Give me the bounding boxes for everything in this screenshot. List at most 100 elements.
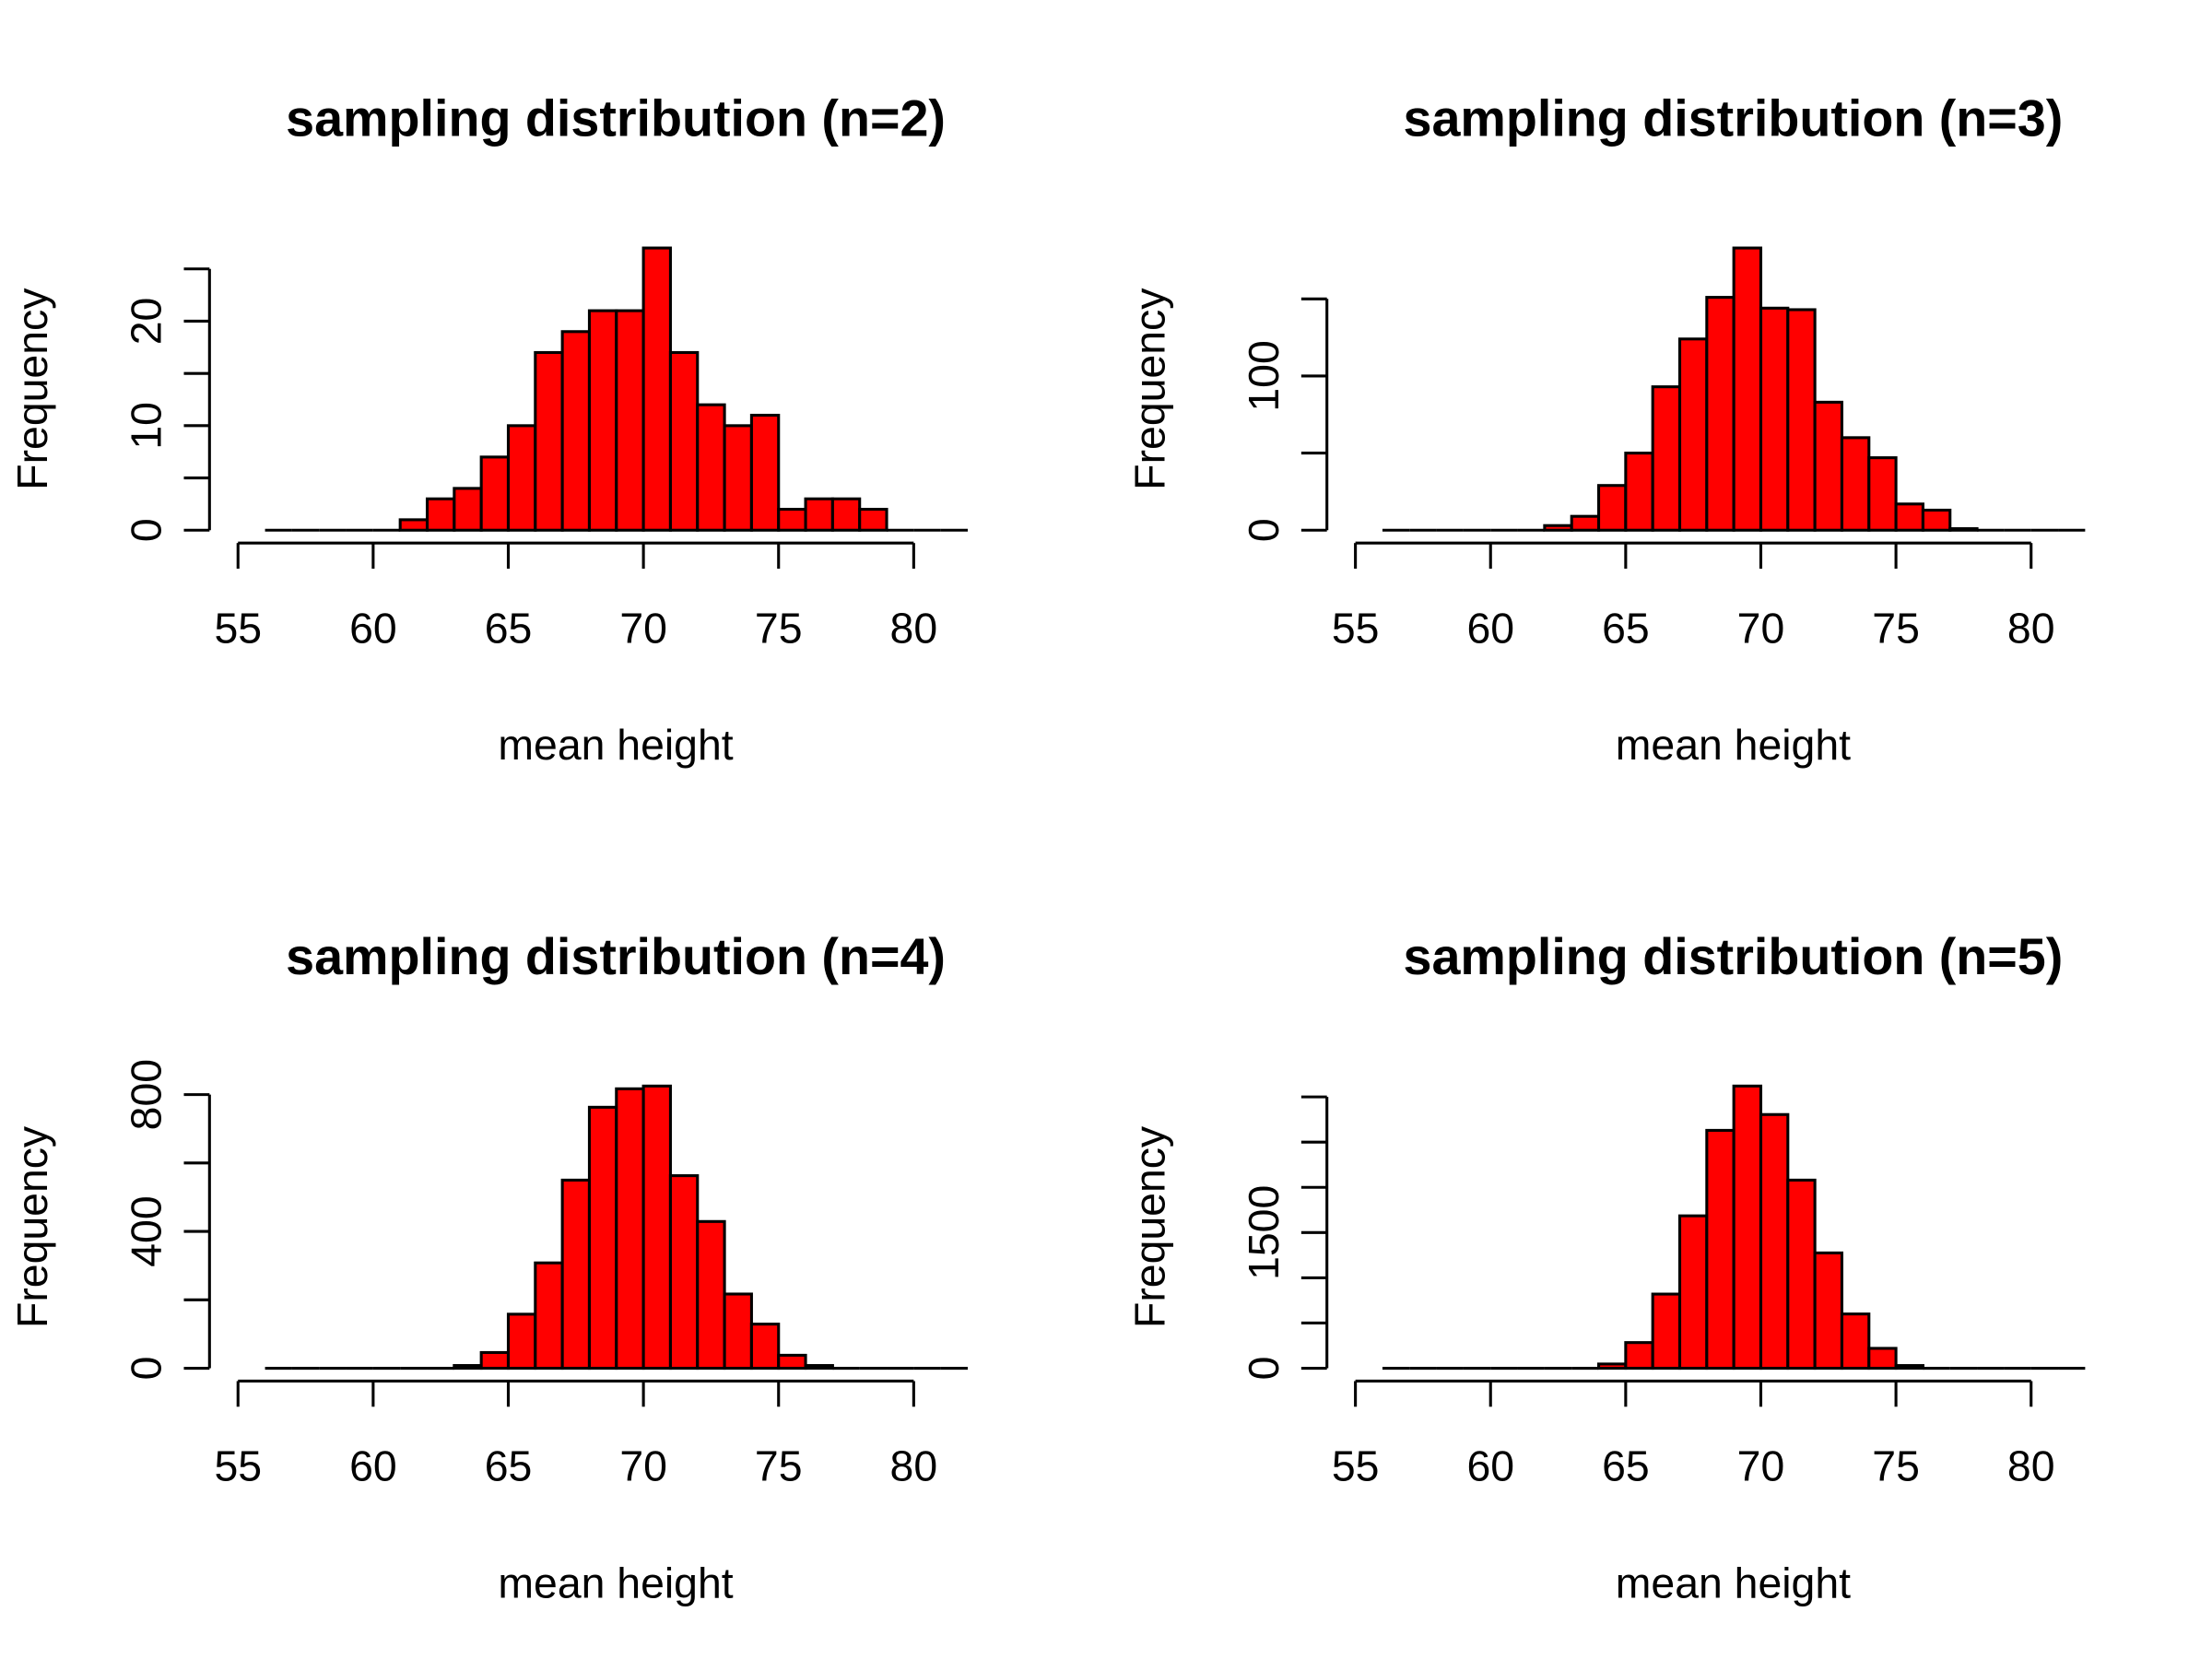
bar [1894, 502, 1924, 532]
bar [453, 487, 483, 532]
y-tick-label: 800 [123, 1059, 171, 1130]
x-axis-label: mean height [498, 1559, 733, 1606]
y-axis-label: Frequency [1125, 1125, 1173, 1328]
y-tick-label: 0 [1240, 518, 1288, 542]
bar [1732, 1084, 1763, 1371]
bar [1596, 1362, 1628, 1371]
x-tick-label: 75 [755, 1442, 803, 1490]
bar [668, 1174, 700, 1371]
x-tick-label: 70 [1737, 1442, 1785, 1490]
x-tick-label: 65 [1602, 604, 1650, 652]
bar [641, 246, 672, 532]
bar [1705, 1128, 1735, 1371]
bar [1624, 452, 1654, 532]
bar [534, 1261, 564, 1371]
bar [1732, 246, 1763, 532]
x-tick-label: 75 [1872, 1442, 1920, 1490]
x-tick-label: 55 [1332, 1442, 1380, 1490]
bar [1570, 514, 1601, 532]
x-tick-label: 75 [1872, 604, 1920, 652]
bar [587, 1105, 618, 1371]
bar [1705, 296, 1735, 532]
bar [1948, 527, 1979, 532]
y-tick-label: 0 [1240, 1357, 1288, 1381]
x-tick-label: 60 [1466, 1442, 1514, 1490]
bar [1759, 306, 1790, 532]
y-axis-label: Frequency [8, 288, 56, 490]
bar [804, 1364, 834, 1371]
bar [453, 1364, 483, 1371]
bar [615, 1087, 645, 1371]
y-tick-label: 100 [1240, 340, 1288, 411]
bar [534, 350, 564, 532]
bar [804, 497, 834, 532]
x-tick-label: 75 [755, 604, 803, 652]
x-tick-label: 70 [619, 604, 667, 652]
bar [1759, 1112, 1790, 1371]
bar [777, 508, 807, 532]
y-tick-label: 0 [123, 518, 171, 542]
chart-title: sampling distribution (n=4) [286, 928, 946, 985]
x-tick-label: 55 [214, 604, 262, 652]
bar [1543, 524, 1573, 532]
bar [1677, 337, 1709, 532]
bar [1596, 484, 1628, 532]
chart-title: sampling distribution (n=2) [286, 90, 946, 147]
x-axis-label: mean height [1616, 1559, 1851, 1606]
bar [398, 518, 429, 532]
bar [1786, 308, 1817, 532]
bar [777, 1353, 807, 1371]
bar [1840, 436, 1871, 532]
bar [723, 424, 753, 532]
bar [858, 508, 888, 532]
bar [560, 1178, 592, 1371]
x-tick-label: 55 [214, 1442, 262, 1490]
x-tick-label: 80 [2007, 1442, 2055, 1490]
x-axis-label: mean height [498, 721, 733, 769]
bar [1840, 1312, 1871, 1371]
bar [1677, 1214, 1709, 1371]
x-tick-label: 65 [485, 1442, 533, 1490]
bar [749, 1323, 781, 1371]
bar [696, 403, 726, 532]
x-tick-label: 60 [1466, 604, 1514, 652]
x-tick-label: 60 [349, 1442, 397, 1490]
bar [1651, 1292, 1682, 1371]
y-axis-label: Frequency [8, 1125, 56, 1328]
bar [1813, 1251, 1843, 1371]
bar [1867, 456, 1898, 532]
y-tick-label: 1500 [1240, 1185, 1288, 1280]
bar [1921, 508, 1952, 532]
x-tick-label: 55 [1332, 604, 1380, 652]
x-tick-label: 65 [485, 604, 533, 652]
bar [641, 1084, 672, 1371]
bar [1651, 385, 1682, 532]
bar [668, 350, 700, 532]
x-tick-label: 60 [349, 604, 397, 652]
y-tick-label: 400 [123, 1195, 171, 1266]
bar [425, 497, 456, 532]
x-tick-label: 80 [890, 1442, 938, 1490]
y-tick-label: 0 [123, 1357, 171, 1381]
x-tick-label: 65 [1602, 1442, 1650, 1490]
bar [1624, 1341, 1654, 1371]
chart-title: sampling distribution (n=5) [1403, 928, 2063, 985]
y-axis-label: Frequency [1125, 288, 1173, 490]
x-axis-label: mean height [1616, 721, 1851, 769]
bar [560, 330, 592, 532]
bar [1894, 1364, 1924, 1371]
bar [587, 309, 618, 532]
x-tick-label: 80 [890, 604, 938, 652]
bar [749, 413, 781, 532]
x-tick-label: 70 [1737, 604, 1785, 652]
bar [723, 1292, 753, 1371]
x-tick-label: 70 [619, 1442, 667, 1490]
y-tick-label: 20 [123, 298, 171, 346]
bar [830, 497, 862, 532]
bar [1786, 1178, 1817, 1371]
bar [696, 1219, 726, 1371]
bar [615, 309, 645, 532]
bar [479, 1350, 511, 1371]
